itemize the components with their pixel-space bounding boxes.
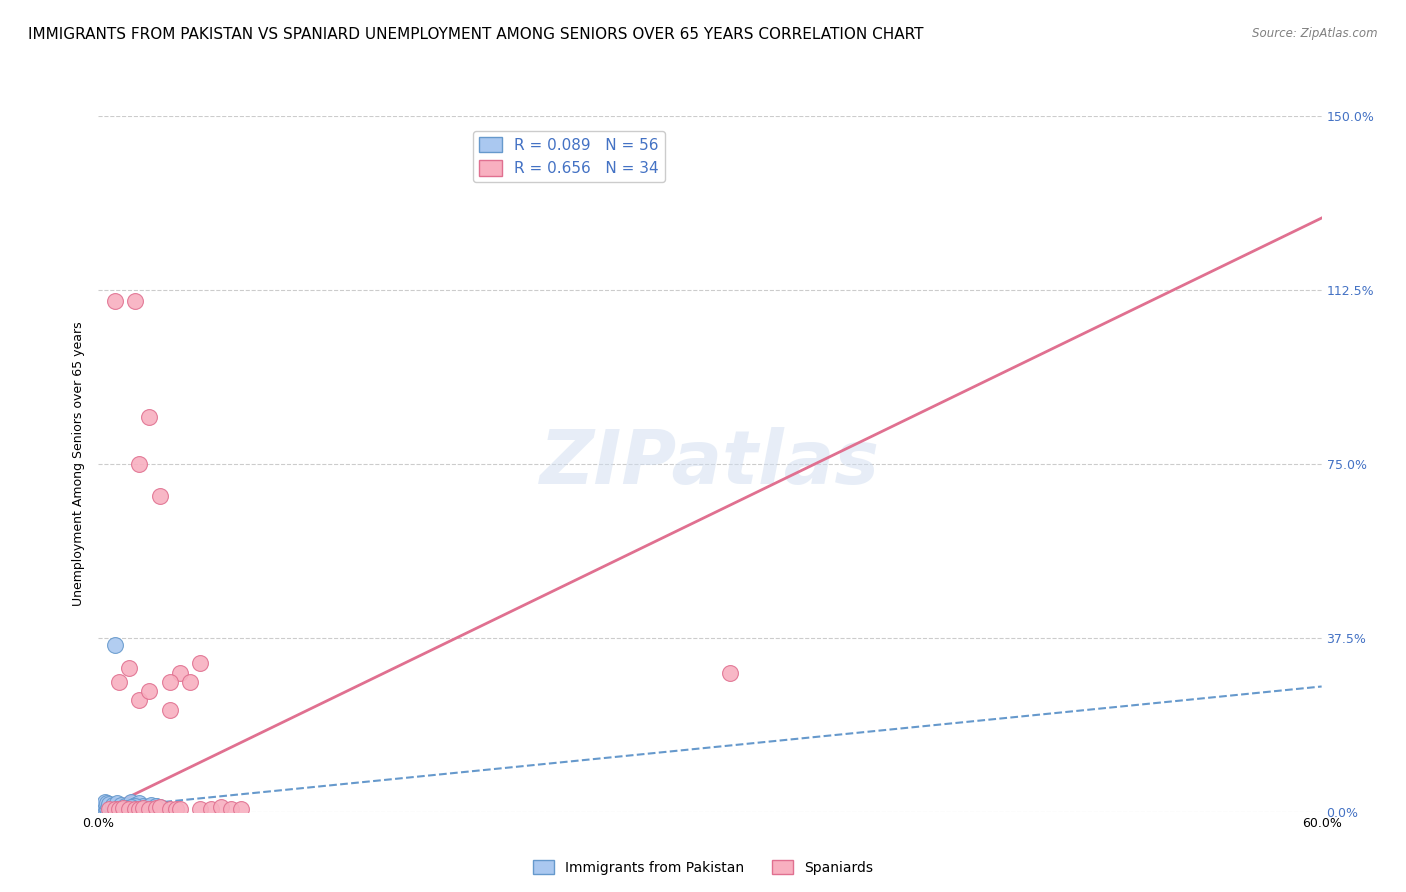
Point [97,797,120,812]
Point [145,799,167,814]
Point [96,801,118,815]
Point [159,703,181,717]
Point [105,803,128,817]
Point [96,797,118,811]
Point [120,796,142,810]
Point [108,799,131,814]
Point [231,802,253,816]
Point [93,802,115,816]
Point [188,802,212,816]
Point [127,801,149,815]
Point [118,802,141,816]
Point [132,801,155,815]
Point [97,797,120,812]
Point [219,802,242,816]
Point [118,802,141,816]
Point [128,693,150,707]
Point [129,802,152,816]
Point [110,802,132,816]
Point [149,800,172,814]
Point [100,800,122,814]
Point [104,802,127,816]
Point [111,801,134,815]
Point [124,802,146,816]
Legend: Immigrants from Pakistan, Spaniards: Immigrants from Pakistan, Spaniards [527,855,879,880]
Point [128,457,150,471]
Point [720,665,742,680]
Point [118,800,141,814]
Point [110,797,132,812]
Point [124,797,146,812]
Point [111,801,134,815]
Text: Source: ZipAtlas.com: Source: ZipAtlas.com [1253,27,1378,40]
Point [122,800,145,814]
Point [149,801,172,815]
Point [108,802,131,816]
Point [93,796,115,810]
Point [120,801,142,815]
Point [179,674,201,689]
Point [104,802,127,816]
Point [149,800,172,814]
Point [138,684,160,698]
Point [124,294,146,309]
Point [138,802,160,816]
Point [132,801,155,815]
Point [200,802,222,816]
Point [101,803,124,817]
Point [110,800,132,814]
Point [145,799,167,814]
Point [120,800,142,814]
Point [105,797,128,811]
Point [169,665,191,680]
Y-axis label: Unemployment Among Seniors over 65 years: Unemployment Among Seniors over 65 years [72,321,86,607]
Text: IMMIGRANTS FROM PAKISTAN VS SPANIARD UNEMPLOYMENT AMONG SENIORS OVER 65 YEARS CO: IMMIGRANTS FROM PAKISTAN VS SPANIARD UNE… [28,27,924,42]
Point [96,801,118,815]
Point [209,800,232,814]
Point [145,801,167,815]
Point [165,802,187,816]
Point [114,801,136,815]
Point [128,802,150,816]
Point [188,657,212,671]
Point [128,797,150,811]
Point [114,799,136,814]
Point [149,489,172,503]
Point [104,638,127,652]
Point [159,674,181,689]
Point [101,798,124,813]
Legend: R = 0.089   N = 56, R = 0.656   N = 34: R = 0.089 N = 56, R = 0.656 N = 34 [472,130,665,182]
Point [108,674,131,689]
Point [124,802,146,816]
Point [128,800,150,814]
Point [169,802,191,816]
Point [118,661,141,675]
Point [136,800,159,814]
Point [138,410,160,425]
Point [104,801,127,815]
Point [132,799,155,814]
Point [97,803,120,817]
Point [97,802,120,816]
Point [136,802,159,816]
Point [138,800,160,814]
Point [141,797,163,812]
Text: ZIPatlas: ZIPatlas [540,427,880,500]
Point [108,802,131,816]
Point [105,801,128,815]
Point [104,294,127,309]
Point [124,799,146,814]
Point [141,801,163,815]
Point [159,802,181,816]
Point [115,801,138,815]
Point [100,800,122,814]
Point [101,802,124,816]
Point [93,799,115,814]
Point [111,800,134,814]
Point [108,802,131,816]
Point [115,799,138,814]
